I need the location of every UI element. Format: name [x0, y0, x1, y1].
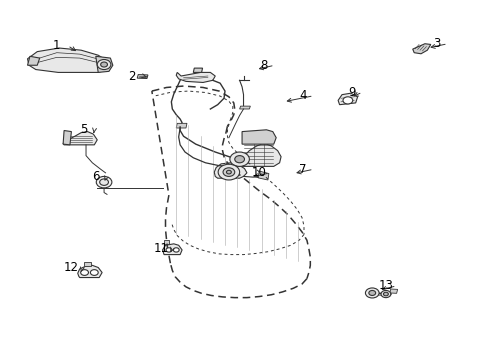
- Polygon shape: [78, 265, 102, 278]
- Polygon shape: [63, 131, 71, 145]
- Text: 7: 7: [299, 163, 306, 176]
- Polygon shape: [63, 132, 97, 145]
- Polygon shape: [193, 68, 202, 72]
- Circle shape: [96, 176, 112, 188]
- Polygon shape: [242, 130, 276, 144]
- Polygon shape: [163, 240, 168, 244]
- Text: 9: 9: [347, 86, 355, 99]
- Text: 12: 12: [64, 261, 79, 274]
- Polygon shape: [214, 163, 246, 178]
- Polygon shape: [27, 48, 108, 72]
- Text: 5: 5: [80, 123, 87, 136]
- Text: 1: 1: [53, 39, 61, 52]
- Polygon shape: [176, 123, 186, 128]
- Text: 11: 11: [154, 242, 169, 255]
- Polygon shape: [176, 72, 215, 82]
- Circle shape: [223, 168, 234, 176]
- Text: 8: 8: [260, 59, 267, 72]
- Polygon shape: [238, 144, 281, 166]
- Circle shape: [380, 291, 390, 298]
- Circle shape: [101, 62, 107, 67]
- Text: 4: 4: [299, 89, 306, 102]
- Circle shape: [173, 248, 179, 252]
- Text: 6: 6: [92, 170, 100, 183]
- Polygon shape: [162, 244, 182, 255]
- Text: 3: 3: [432, 37, 440, 50]
- Polygon shape: [83, 262, 91, 266]
- Circle shape: [383, 292, 387, 296]
- Polygon shape: [27, 56, 40, 65]
- Polygon shape: [389, 289, 397, 293]
- Circle shape: [165, 248, 171, 252]
- Polygon shape: [137, 75, 148, 78]
- Text: 10: 10: [251, 166, 266, 179]
- Circle shape: [218, 164, 239, 180]
- Circle shape: [226, 170, 231, 174]
- Circle shape: [90, 270, 98, 275]
- Circle shape: [100, 179, 108, 185]
- Circle shape: [368, 291, 375, 296]
- Circle shape: [365, 288, 378, 298]
- Circle shape: [342, 97, 352, 104]
- Polygon shape: [412, 44, 430, 54]
- Text: 2: 2: [128, 69, 136, 82]
- Text: 13: 13: [378, 279, 392, 292]
- Circle shape: [229, 152, 249, 166]
- Polygon shape: [96, 56, 113, 72]
- Polygon shape: [337, 93, 357, 105]
- Polygon shape: [239, 106, 250, 109]
- Circle shape: [81, 270, 88, 275]
- Polygon shape: [258, 171, 268, 180]
- Circle shape: [97, 59, 111, 69]
- Circle shape: [234, 156, 244, 163]
